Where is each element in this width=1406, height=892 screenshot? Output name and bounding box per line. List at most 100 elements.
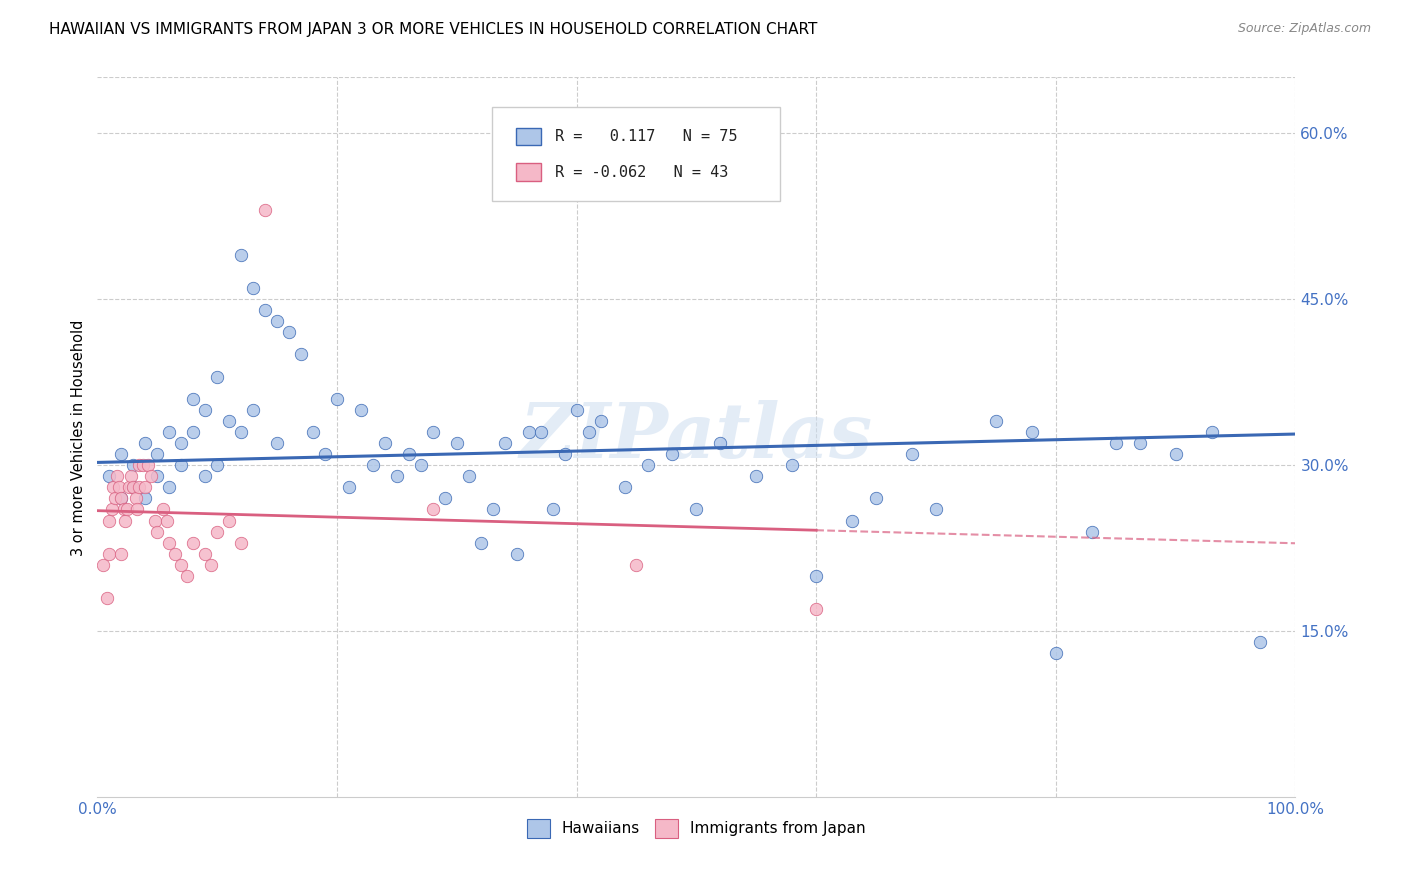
Point [925,502,948,516]
Point [350,402,373,417]
Point [98,514,121,528]
Point [194,469,217,483]
Point [1201,425,1223,439]
Point [194,402,217,417]
Point [1105,436,1128,450]
Point [314,447,336,461]
Point [136,458,159,472]
Point [446,436,468,450]
Point [302,425,325,439]
Point [134,491,156,506]
Point [422,425,444,439]
Point [146,447,169,461]
Point [122,458,145,472]
Point [505,547,527,561]
Point [1045,647,1067,661]
Point [93,558,115,572]
Point [361,458,384,472]
Point [105,469,128,483]
Point [170,558,193,572]
Point [661,447,683,461]
Point [110,547,132,561]
Point [266,314,288,328]
Point [112,502,135,516]
Point [98,469,121,483]
Point [170,436,193,450]
Point [481,502,503,516]
Point [806,569,828,583]
Point [96,591,118,605]
Point [709,436,731,450]
Point [290,347,312,361]
Point [143,514,166,528]
Point [422,502,444,516]
Text: R = -0.062   N = 43: R = -0.062 N = 43 [555,165,728,179]
Point [134,480,156,494]
Point [218,414,240,428]
Point [134,436,156,450]
Point [398,447,420,461]
Point [117,502,139,516]
Point [780,458,803,472]
Point [326,392,349,406]
Point [242,281,264,295]
Point [229,248,252,262]
Point [205,524,228,539]
Text: R =   0.117   N = 75: R = 0.117 N = 75 [555,129,738,144]
Point [1021,425,1043,439]
Point [165,547,187,561]
Point [128,480,150,494]
Point [200,558,222,572]
Point [494,436,516,450]
Point [433,491,456,506]
Point [125,491,148,506]
Point [218,514,240,528]
Point [98,547,121,561]
Point [337,480,360,494]
Point [176,569,198,583]
Point [108,480,131,494]
Point [530,425,553,439]
Point [132,458,155,472]
Point [385,469,408,483]
Point [901,447,924,461]
Point [117,480,139,494]
Point [254,203,277,218]
Point [110,447,132,461]
Point [157,480,180,494]
Point [1249,635,1271,649]
Point [110,491,132,506]
Point [101,480,124,494]
Y-axis label: 3 or more Vehicles in Household: 3 or more Vehicles in Household [72,319,86,556]
Point [205,458,228,472]
Point [157,425,180,439]
Text: Source: ZipAtlas.com: Source: ZipAtlas.com [1237,22,1371,36]
Legend: Hawaiians, Immigrants from Japan: Hawaiians, Immigrants from Japan [520,813,872,844]
Point [125,502,148,516]
Point [457,469,479,483]
Point [114,514,136,528]
Point [254,303,277,318]
Point [613,480,636,494]
Point [470,535,492,549]
Point [128,458,150,472]
Point [517,425,540,439]
Point [806,602,828,616]
Point [1129,436,1152,450]
Point [685,502,707,516]
Point [194,547,217,561]
Point [122,480,145,494]
Point [100,502,122,516]
Text: ZIPatlas: ZIPatlas [520,401,873,475]
Point [865,491,887,506]
Point [141,469,163,483]
Point [181,535,204,549]
Point [229,535,252,549]
Point [181,425,204,439]
Point [374,436,396,450]
Point [1164,447,1187,461]
Point [409,458,432,472]
Point [589,414,612,428]
Point [841,514,863,528]
Point [541,502,564,516]
